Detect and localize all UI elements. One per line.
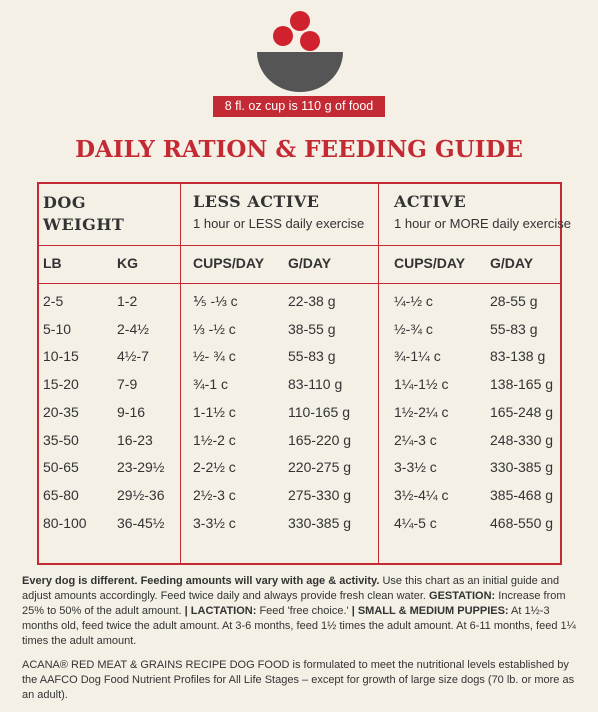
group-title: LESS ACTIVE bbox=[193, 192, 320, 211]
note-strong: | SMALL & MEDIUM PUPPIES: bbox=[351, 605, 509, 617]
column-header: G/DAY bbox=[288, 255, 332, 271]
table-cell: 165-248 g bbox=[490, 403, 554, 420]
table-cell: 330-385 g bbox=[490, 459, 554, 476]
column-header: LB bbox=[43, 255, 62, 271]
table-cell: 16-23 bbox=[117, 431, 153, 448]
table-cell: 2-4½ bbox=[117, 320, 149, 337]
note-text: Feed 'free choice.' bbox=[256, 605, 352, 617]
table-cell: 275-330 g bbox=[288, 486, 352, 503]
table-cell: 248-330 g bbox=[490, 431, 554, 448]
table-cell: 3-3½ c bbox=[193, 514, 236, 531]
group-title: ACTIVE bbox=[394, 192, 467, 211]
table-cell: 468-550 g bbox=[490, 514, 554, 531]
bowl-icon bbox=[257, 11, 343, 92]
table-cell: 38-55 g bbox=[288, 320, 336, 337]
table-cell: 35-50 bbox=[43, 431, 79, 448]
column-header: G/DAY bbox=[490, 255, 534, 271]
table-cell: 29½-36 bbox=[117, 486, 165, 503]
guide-title: DAILY RATION & FEEDING GUIDE bbox=[75, 136, 523, 163]
group-title: DOG WEIGHT bbox=[43, 193, 125, 234]
table-cell: ⅓ -½ c bbox=[193, 320, 236, 337]
table-cell: 1½-2¼ c bbox=[394, 403, 449, 420]
table-cell: 80-100 bbox=[43, 514, 87, 531]
table-cell: 165-220 g bbox=[288, 431, 352, 448]
table-cell: 20-35 bbox=[43, 403, 79, 420]
note-text: ACANA® RED MEAT & GRAINS RECIPE DOG FOOD… bbox=[22, 659, 575, 701]
column-header: CUPS/DAY bbox=[394, 255, 466, 271]
table-cell: ¼-½ c bbox=[394, 293, 433, 309]
table-cell: 1¼-1½ c bbox=[394, 376, 449, 393]
table-cell: ¾-1¼ c bbox=[394, 348, 441, 365]
table-cell: 50-65 bbox=[43, 459, 79, 476]
table-cell: 3½-4¼ c bbox=[394, 486, 449, 503]
table-cell: 3-3½ c bbox=[394, 459, 437, 476]
note-text: Increase from 25% to 50% of the adult am… bbox=[22, 590, 566, 617]
table-cell: 1-2 bbox=[117, 293, 138, 309]
group-subtitle: 1 hour or MORE daily exercise bbox=[394, 216, 572, 231]
table-cell: 4½-7 bbox=[117, 348, 149, 365]
table-cell: 23-29½ bbox=[117, 459, 165, 476]
table-cell: ½- ¾ c bbox=[193, 348, 236, 365]
table-cell: ½-¾ c bbox=[394, 320, 433, 337]
table-cell: 65-80 bbox=[43, 486, 79, 503]
table-cell: 2½-3 c bbox=[193, 486, 236, 503]
table-cell: 385-468 g bbox=[490, 486, 554, 503]
table-cell: 36-45½ bbox=[117, 514, 165, 531]
table-cell: 1-1½ c bbox=[193, 403, 236, 420]
table-cell: ⅕ -⅓ c bbox=[193, 293, 238, 309]
table-cell: 9-16 bbox=[117, 403, 146, 420]
table-cell: 22-38 g bbox=[288, 293, 336, 309]
note-paragraph: Every dog is different. Feeding amounts … bbox=[22, 574, 578, 649]
table-frame bbox=[37, 182, 562, 565]
row-divider bbox=[37, 283, 562, 284]
table-cell: 83-110 g bbox=[288, 376, 343, 393]
note-text: Use this chart as an initial guide and a… bbox=[22, 575, 560, 602]
table-cell: 15-20 bbox=[43, 376, 79, 393]
table-cell: 5-10 bbox=[43, 320, 72, 337]
table-cell: 83-138 g bbox=[490, 348, 546, 365]
table-cell: 2¼-3 c bbox=[394, 431, 437, 448]
column-header: KG bbox=[117, 255, 138, 271]
serving-banner: 8 fl. oz cup is 110 g of food bbox=[213, 96, 385, 117]
note-paragraph: ACANA® RED MEAT & GRAINS RECIPE DOG FOOD… bbox=[22, 658, 578, 703]
table-cell: 110-165 g bbox=[288, 403, 351, 420]
column-header: CUPS/DAY bbox=[193, 255, 265, 271]
table-cell: 10-15 bbox=[43, 348, 79, 365]
notes: Every dog is different. Feeding amounts … bbox=[22, 574, 578, 712]
note-strong: Every dog is different. Feeding amounts … bbox=[22, 575, 380, 587]
table-cell: 2-2½ c bbox=[193, 459, 236, 476]
note-text: At 1½-3 months old, feed twice the adult… bbox=[22, 605, 576, 647]
table-cell: 55-83 g bbox=[490, 320, 538, 337]
table-cell: 4¼-5 c bbox=[394, 514, 437, 531]
group-subtitle: 1 hour or LESS daily exercise bbox=[193, 216, 365, 231]
row-divider bbox=[37, 245, 562, 246]
table-cell: 220-275 g bbox=[288, 459, 352, 476]
column-divider bbox=[378, 182, 379, 563]
note-strong: | LACTATION: bbox=[184, 605, 257, 617]
table-cell: 7-9 bbox=[117, 376, 138, 393]
table-cell: 2-5 bbox=[43, 293, 64, 309]
table-cell: ¾-1 c bbox=[193, 376, 229, 393]
table-cell: 138-165 g bbox=[490, 376, 554, 393]
column-divider bbox=[180, 182, 181, 563]
table-cell: 1½-2 c bbox=[193, 431, 236, 448]
table-cell: 55-83 g bbox=[288, 348, 336, 365]
table-cell: 28-55 g bbox=[490, 293, 538, 309]
table-cell: 330-385 g bbox=[288, 514, 352, 531]
note-strong: GESTATION: bbox=[429, 590, 496, 602]
